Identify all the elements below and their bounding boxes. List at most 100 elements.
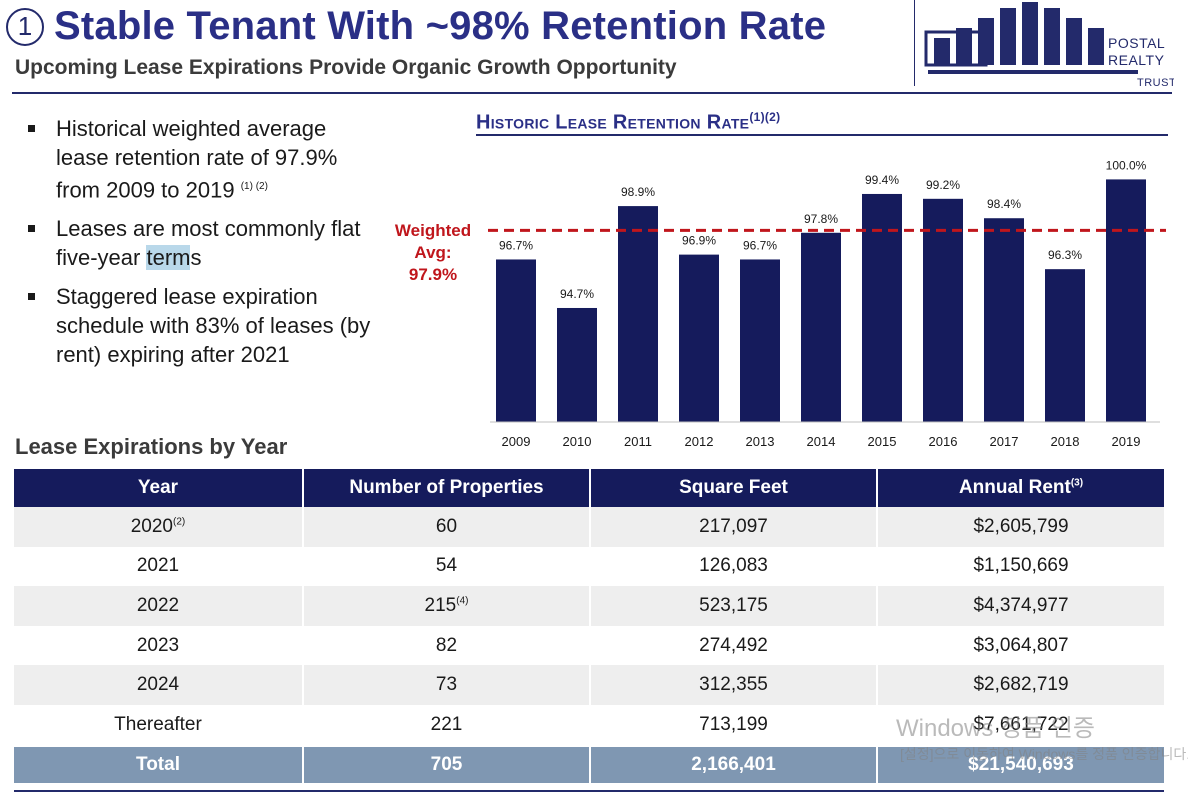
logo-building-2 [956,28,972,65]
cell-properties-value: 221 [430,713,463,735]
annual-rent-header-text: Annual Rent [958,477,1071,498]
cell-year: 2021 [14,547,302,587]
x-tick-2016: 2016 [929,434,958,449]
data-label-2009: 96.7% [499,238,533,252]
page-title: Stable Tenant With ~98% Retention Rate [54,4,827,48]
bar-2011 [618,206,658,422]
data-label-2012: 96.9% [682,234,716,248]
logo-building-6 [1044,8,1060,65]
cell-properties: 82 [302,625,589,666]
table-header-row: Year Number of Properties Square Feet An… [14,469,1164,507]
title-row: 1 Stable Tenant With ~98% Retention Rate [6,4,826,49]
total-annual-rent: $21,540,693 [876,744,1164,783]
x-tick-2017: 2017 [990,434,1019,449]
cell-year-value: 2023 [136,634,180,656]
annual-rent-footnote: (3) [1070,477,1084,489]
bullet-lease-terms-tail: s [190,245,202,271]
column-header-properties: Number of Properties [302,469,589,507]
cell-square-feet: 274,492 [589,625,876,666]
data-label-2011: 98.9% [621,185,655,199]
table-row: 2020(2) 60 217,097 $2,605,799 [14,507,1164,547]
cell-properties: 60 [302,507,589,547]
cell-properties-value: 215 [424,594,457,616]
header-divider [12,92,1172,94]
data-label-2018: 96.3% [1048,248,1082,262]
cell-square-feet-value: 312,355 [699,674,768,696]
cell-square-feet-value: 126,083 [699,555,768,577]
cell-annual-rent-value: $4,374,977 [973,594,1069,616]
lease-expirations-table: Year Number of Properties Square Feet An… [14,469,1164,783]
logo-building-1 [934,38,950,65]
bar-2014 [801,232,841,422]
bar-2017 [984,218,1024,422]
x-tick-2015: 2015 [868,434,897,449]
cell-year-value: Thereafter [114,713,202,735]
logo-text-trust: TRUST [1137,77,1174,89]
cell-square-feet: 312,355 [589,665,876,705]
cell-square-feet-value: 523,175 [699,594,768,616]
cell-annual-rent: $4,374,977 [876,586,1164,626]
cell-square-feet: 126,083 [589,546,876,587]
logo-baseline [928,70,1138,74]
logo-text-realty: REALTY [1108,52,1165,68]
data-label-2019: 100.0% [1106,158,1147,172]
bar-2009 [496,259,536,422]
x-tick-2010: 2010 [563,434,592,449]
logo-building-5 [1022,2,1038,65]
cell-year: Thereafter [14,705,302,745]
cell-square-feet: 713,199 [589,704,876,745]
data-label-2010: 94.7% [560,287,594,301]
data-label-2016: 99.2% [926,178,960,192]
cell-square-feet: 523,175 [589,586,876,626]
x-tick-2019: 2019 [1112,434,1141,449]
bar-2016 [923,198,963,422]
table-row: 2022 215(4) 523,175 $4,374,977 [14,586,1164,626]
data-label-2013: 96.7% [743,238,777,252]
cell-annual-rent-value: $7,661,722 [973,713,1069,735]
cell-year-value: 2021 [136,555,180,577]
table-row: Thereafter 221 713,199 $7,661,722 [14,704,1164,745]
bullet-retention-footnote: (1) (2) [240,181,268,192]
bottom-divider [14,790,1164,792]
data-label-2014: 97.8% [804,212,838,226]
retention-bar-chart: 96.7% 2009 94.7% 2010 98.9% 2011 96.9% 2012 96.7… [488,158,1166,449]
cell-annual-rent-value: $2,605,799 [973,515,1069,537]
cell-properties-value: 54 [435,555,458,577]
cell-annual-rent-value: $2,682,719 [973,674,1069,696]
cell-annual-rent: $1,150,669 [876,546,1164,587]
cell-square-feet: 217,097 [589,507,876,547]
bullet-retention: Historical weighted average lease retent… [26,114,376,204]
logo-building-7 [1066,18,1082,65]
cell-year: 2023 [14,626,302,666]
cell-square-feet-value: 713,199 [699,713,768,735]
cell-square-feet-value: 274,492 [699,634,768,656]
cell-year-value: 2020 [130,515,174,537]
cell-year: 2020(2) [14,507,302,547]
logo-building-8 [1088,28,1104,65]
x-tick-2012: 2012 [685,434,714,449]
section-number-badge: 1 [6,7,44,46]
cell-properties-value: 73 [435,674,458,696]
cell-properties: 215(4) [302,586,589,626]
cell-year: 2024 [14,665,302,705]
chart-title: Historic Lease Retention Rate(1)(2) [476,110,780,135]
weighted-average-line2: Avg: [414,243,452,262]
cell-properties: 221 [302,704,589,745]
logo-separator [914,0,915,86]
cell-annual-rent-value: $1,150,669 [973,555,1069,577]
bullet-staggered-text: Staggered lease expiration schedule with… [56,284,371,368]
cell-properties-footnote: (4) [456,595,469,607]
chart-title-footnote: (1)(2) [749,110,781,124]
cell-year: 2022 [14,586,302,626]
table-row: 2023 82 274,492 $3,064,807 [14,625,1164,666]
bar-2019 [1106,179,1146,422]
bar-2012 [679,254,719,422]
bar-2015 [862,193,902,422]
logo-building-3 [978,18,994,65]
cell-annual-rent: $2,682,719 [876,665,1164,705]
cell-annual-rent: $2,605,799 [876,507,1164,547]
weighted-average-line1: Weighted [394,221,472,240]
bullet-retention-text: Historical weighted average lease retent… [56,116,338,203]
cell-square-feet-value: 217,097 [699,515,768,537]
cell-properties-value: 82 [435,634,458,656]
